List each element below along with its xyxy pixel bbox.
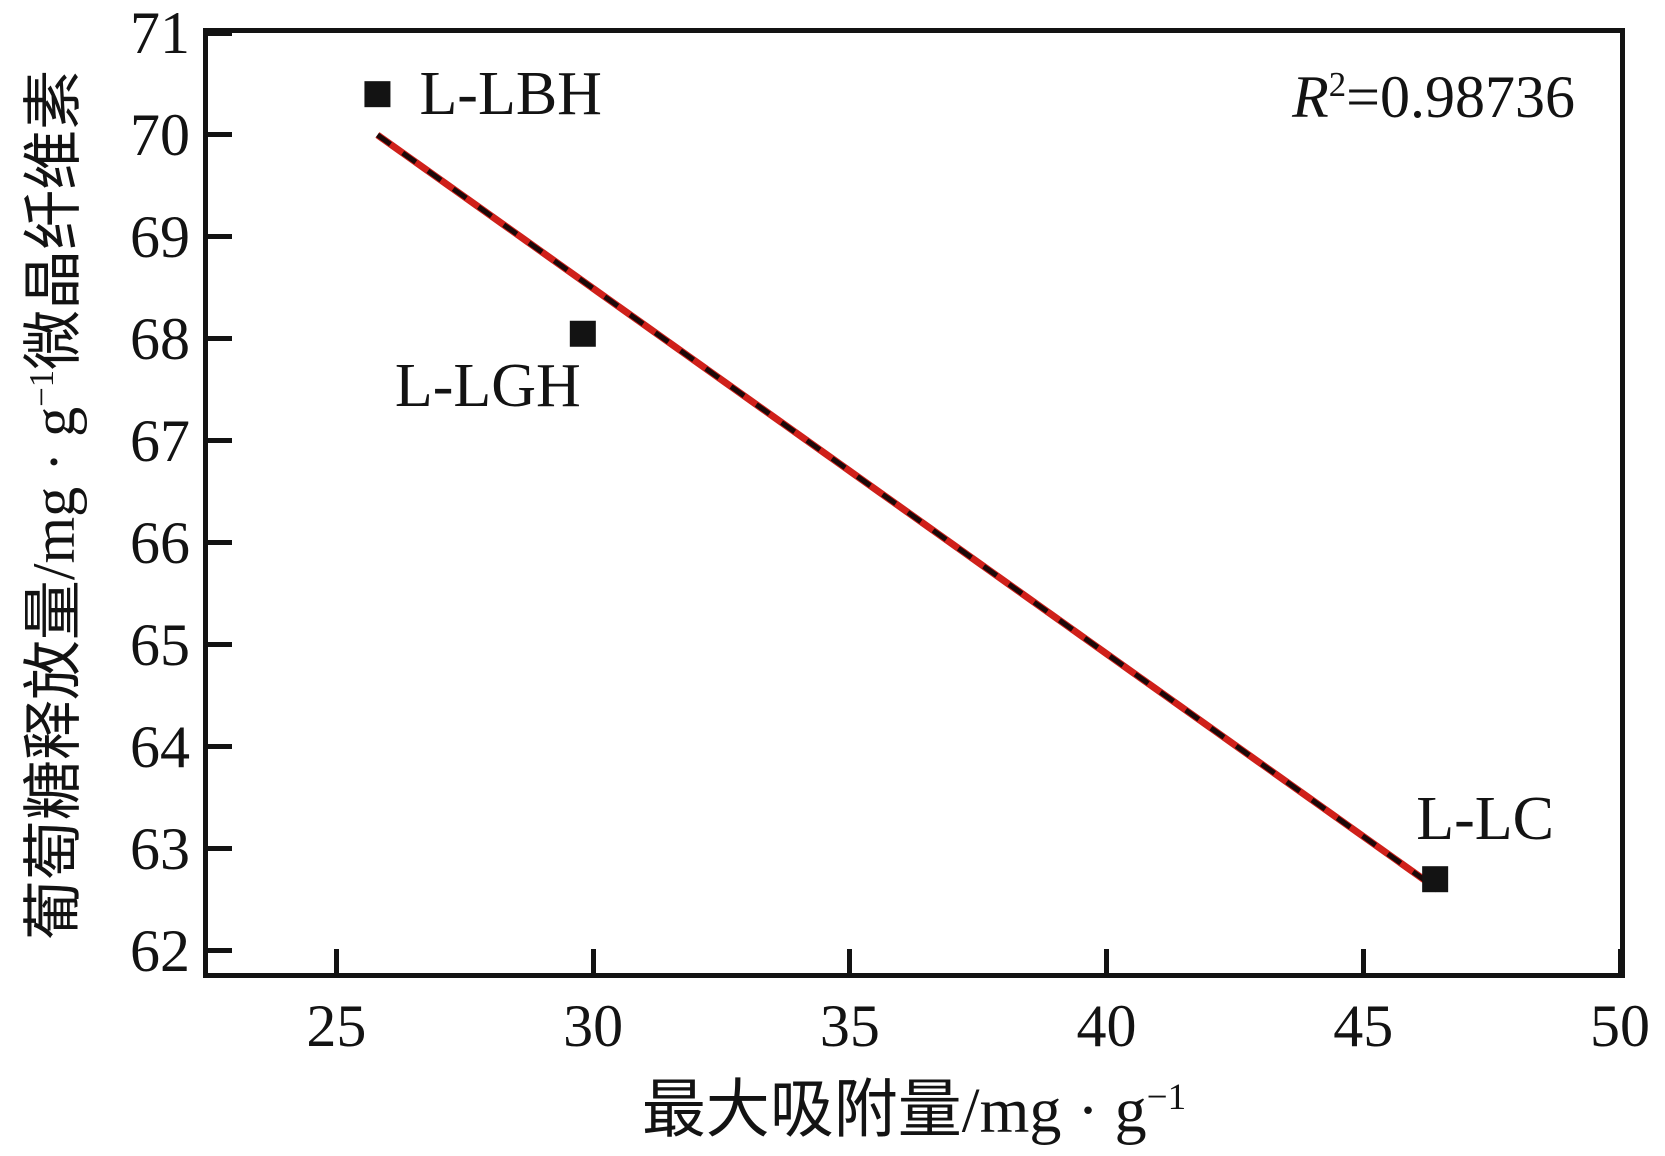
x-axis-title: 最大吸附量/mg · g−1: [208, 1058, 1620, 1150]
y-axis-title-superscript: −1: [22, 369, 61, 407]
x-axis-tick: [1360, 949, 1366, 973]
data-point-label: L-LGH: [394, 351, 581, 420]
r-symbol: R: [1292, 64, 1329, 130]
data-point-marker: [364, 81, 391, 108]
y-axis-title: 葡萄糖释放量/mg · g−1微晶纤维素: [7, 70, 89, 940]
y-axis-tick: [208, 132, 232, 138]
x-axis-title-text: 最大吸附量/mg · g: [641, 1074, 1147, 1146]
y-axis-tick: [208, 438, 232, 444]
r-exponent: 2: [1328, 65, 1347, 104]
y-axis-tick: [208, 30, 232, 36]
plot-canvas: [364, 81, 1449, 893]
y-axis-tick: [208, 846, 232, 852]
x-axis-tick-label: 35: [819, 993, 880, 1059]
x-axis-tick: [333, 949, 339, 973]
fit-line: [375, 132, 1440, 893]
x-axis-tick: [1617, 949, 1623, 973]
y-axis-tick: [208, 948, 232, 954]
y-axis-tick-label: 63: [130, 815, 190, 882]
y-axis-tick: [208, 642, 232, 648]
y-axis-tick-label: 64: [130, 713, 190, 780]
y-axis-tick: [208, 744, 232, 750]
y-axis-tick: [208, 234, 232, 240]
data-point-marker: [569, 320, 596, 347]
data-point-marker: [1422, 866, 1449, 893]
x-axis-title-superscript: −1: [1146, 1077, 1187, 1118]
y-axis-tick-label: 71: [130, 0, 190, 66]
data-point-label: L-LC: [1416, 785, 1555, 854]
x-axis-tick: [1104, 949, 1110, 973]
y-axis-tick-label: 62: [130, 917, 190, 984]
x-axis-tick-label: 30: [563, 993, 624, 1059]
x-axis-tick-label: 40: [1076, 993, 1137, 1059]
y-axis-tick-label: 66: [130, 509, 190, 576]
plot-frame: [203, 28, 1625, 978]
y-axis-tick-label: 70: [130, 101, 190, 168]
x-axis-tick: [590, 949, 596, 973]
data-point-label: L-LBH: [419, 60, 602, 129]
x-axis-tick-label: 25: [306, 993, 367, 1059]
y-axis-tick: [208, 336, 232, 342]
y-axis-tick-label: 65: [130, 611, 190, 678]
y-axis-tick-label: 69: [130, 203, 190, 270]
x-axis-tick-label: 50: [1590, 993, 1650, 1059]
y-axis-tick-label: 68: [130, 305, 190, 372]
x-axis-tick-label: 45: [1333, 993, 1394, 1059]
r-squared-annotation: R2=0.98736: [1292, 52, 1575, 130]
y-axis-tick: [208, 540, 232, 546]
y-axis-tick-label: 67: [130, 407, 190, 474]
x-axis-tick: [847, 949, 853, 973]
r-squared-value: =0.98736: [1346, 64, 1575, 130]
